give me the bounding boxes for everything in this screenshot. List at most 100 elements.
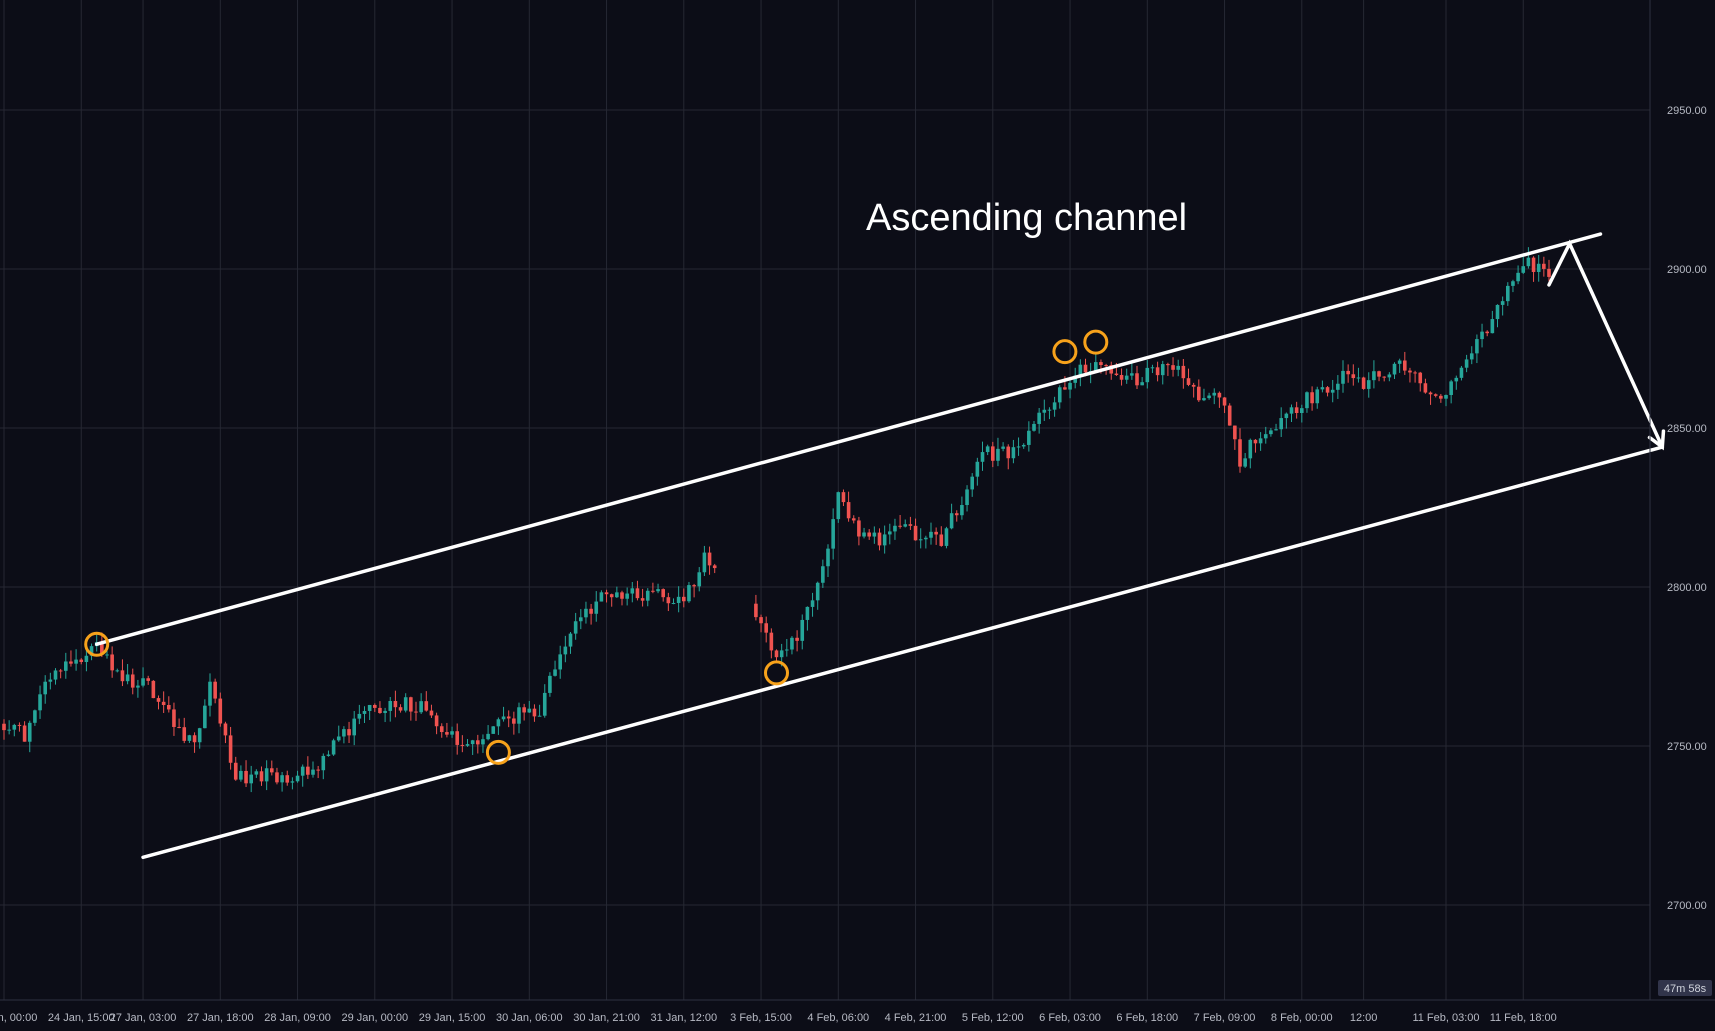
candle-down[interactable] <box>1403 360 1407 371</box>
candle-up[interactable] <box>249 774 253 784</box>
candle-up[interactable] <box>918 539 923 541</box>
candle-up[interactable] <box>1330 389 1335 393</box>
candle-up[interactable] <box>1073 375 1077 383</box>
candle-up[interactable] <box>975 461 980 477</box>
candle-up[interactable] <box>197 728 202 743</box>
candle-up[interactable] <box>1526 257 1531 267</box>
candle-down[interactable] <box>707 552 712 566</box>
candle-up[interactable] <box>1140 382 1144 386</box>
candle-down[interactable] <box>1119 375 1124 380</box>
candle-up[interactable] <box>579 617 583 622</box>
candle-down[interactable] <box>795 637 799 641</box>
candle-down[interactable] <box>506 716 511 719</box>
candle-up[interactable] <box>573 621 578 634</box>
candle-down[interactable] <box>754 603 758 618</box>
candle-up[interactable] <box>1124 375 1129 380</box>
candle-down[interactable] <box>244 770 248 784</box>
candle-up[interactable] <box>1274 429 1278 431</box>
candle-up[interactable] <box>290 781 295 783</box>
candle-up[interactable] <box>311 769 315 775</box>
candle-down[interactable] <box>1377 371 1381 377</box>
candle-down[interactable] <box>182 727 187 741</box>
candle-up[interactable] <box>1341 370 1345 384</box>
candle-up[interactable] <box>862 532 866 537</box>
candle-down[interactable] <box>651 590 655 592</box>
candle-down[interactable] <box>666 597 671 604</box>
candle-down[interactable] <box>1531 257 1536 272</box>
candle-up[interactable] <box>342 729 346 737</box>
candles[interactable] <box>2 247 1551 793</box>
price-axis[interactable]: 2950.00 2900.00 2850.00 2800.00 2750.00 2700.… <box>1649 0 1707 1000</box>
candle-down[interactable] <box>79 659 84 663</box>
candle-up[interactable] <box>996 448 1000 461</box>
candle-up[interactable] <box>388 700 393 711</box>
candle-up[interactable] <box>960 505 964 516</box>
candle-up[interactable] <box>125 674 130 682</box>
candle-up[interactable] <box>1459 367 1464 378</box>
candle-up[interactable] <box>1042 409 1047 413</box>
candle-up[interactable] <box>264 768 269 782</box>
candle-down[interactable] <box>589 608 593 614</box>
candle-up[interactable] <box>1506 285 1510 302</box>
candle-up[interactable] <box>1027 430 1031 445</box>
candle-up[interactable] <box>836 492 841 520</box>
candle-down[interactable] <box>939 534 944 546</box>
candle-down[interactable] <box>1083 364 1088 373</box>
candle-down[interactable] <box>455 731 459 745</box>
candle-down[interactable] <box>1361 377 1366 389</box>
candle-up[interactable] <box>496 719 501 727</box>
candle-up[interactable] <box>1490 319 1495 334</box>
candle-down[interactable] <box>635 588 640 599</box>
candle-up[interactable] <box>1480 331 1484 340</box>
candle-up[interactable] <box>470 740 475 745</box>
candle-up[interactable] <box>1500 301 1505 305</box>
touch-point-marker[interactable] <box>1052 339 1078 365</box>
candle-up[interactable] <box>1521 266 1526 273</box>
candle-up[interactable] <box>481 739 485 745</box>
touch-point-marker[interactable] <box>1083 329 1109 355</box>
candle-down[interactable] <box>1217 392 1222 398</box>
candle-up[interactable] <box>985 446 990 453</box>
candle-down[interactable] <box>1418 372 1423 384</box>
candle-down[interactable] <box>1186 378 1191 385</box>
candle-up[interactable] <box>980 452 985 462</box>
candle-down[interactable] <box>1253 439 1258 444</box>
candle-up[interactable] <box>362 710 367 714</box>
candle-up[interactable] <box>1336 383 1340 390</box>
candle-up[interactable] <box>105 654 109 656</box>
candle-up[interactable] <box>1397 360 1402 364</box>
candle-down[interactable] <box>306 766 310 775</box>
candle-up[interactable] <box>1160 364 1165 376</box>
candle-up[interactable] <box>1516 272 1520 282</box>
candle-up[interactable] <box>1284 413 1289 419</box>
candle-down[interactable] <box>1238 439 1242 467</box>
candle-up[interactable] <box>321 755 326 771</box>
candle-up[interactable] <box>1032 423 1036 431</box>
candle-up[interactable] <box>1305 392 1309 409</box>
candle-up[interactable] <box>74 659 78 664</box>
candle-down[interactable] <box>532 708 537 717</box>
candle-up[interactable] <box>1176 365 1180 370</box>
candle-down[interactable] <box>640 598 645 601</box>
candle-down[interactable] <box>378 707 382 714</box>
candle-down[interactable] <box>1310 392 1314 404</box>
candle-up[interactable] <box>38 694 42 711</box>
candle-down[interactable] <box>1547 268 1551 277</box>
candle-up[interactable] <box>33 710 37 723</box>
candle-up[interactable] <box>1016 446 1021 448</box>
candle-down[interactable] <box>161 701 166 706</box>
candle-down[interactable] <box>1351 374 1356 379</box>
candle-up[interactable] <box>254 771 259 775</box>
candle-up[interactable] <box>1207 395 1211 399</box>
candle-down[interactable] <box>476 740 480 745</box>
candle-down[interactable] <box>1197 386 1201 401</box>
candle-up[interactable] <box>810 600 815 607</box>
candle-up[interactable] <box>7 729 11 731</box>
channel-lower-line[interactable] <box>141 445 1665 860</box>
candle-up[interactable] <box>1202 398 1206 401</box>
candle-up[interactable] <box>1356 377 1361 379</box>
candle-up[interactable] <box>1243 458 1247 467</box>
candle-down[interactable] <box>1006 446 1011 459</box>
candle-up[interactable] <box>383 710 387 714</box>
candle-down[interactable] <box>69 661 73 664</box>
